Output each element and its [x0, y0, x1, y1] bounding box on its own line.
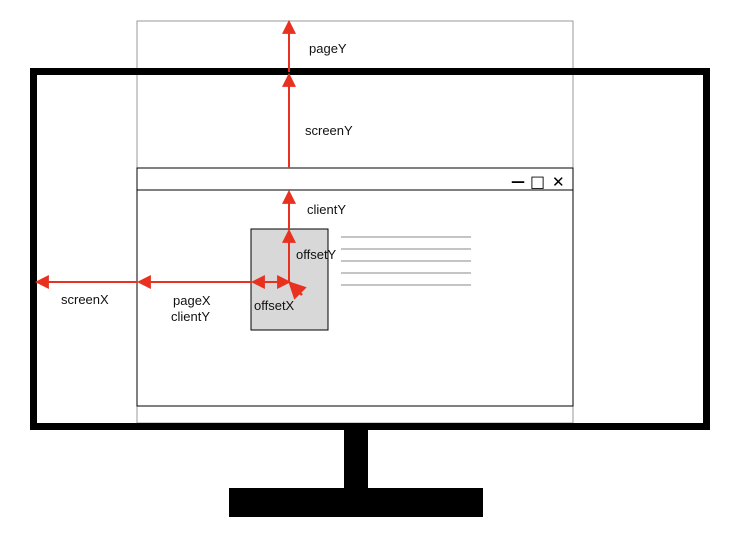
content-text-lines — [341, 236, 471, 286]
maximize-icon[interactable]: □ — [530, 172, 545, 191]
monitor-base — [229, 488, 483, 517]
mouse-pointer-icon — [288, 281, 307, 300]
minimize-icon[interactable]: — — [511, 174, 525, 190]
page-x-client-y-label: clientY — [171, 309, 210, 324]
offset-x-label: offsetX — [254, 298, 295, 313]
page-outline — [136, 20, 574, 424]
page-x-label: pageX — [173, 293, 211, 308]
monitor-neck — [344, 427, 368, 489]
screen-x-label: screenX — [61, 292, 109, 307]
monitor-screen — [30, 68, 710, 430]
offset-y-label: offsetY — [296, 247, 337, 262]
client-y-label: clientY — [307, 202, 346, 217]
close-icon[interactable]: ✕ — [552, 173, 565, 191]
page-y-label: pageY — [309, 41, 347, 56]
screen-y-label: screenY — [305, 123, 353, 138]
browser-window — [136, 167, 574, 407]
